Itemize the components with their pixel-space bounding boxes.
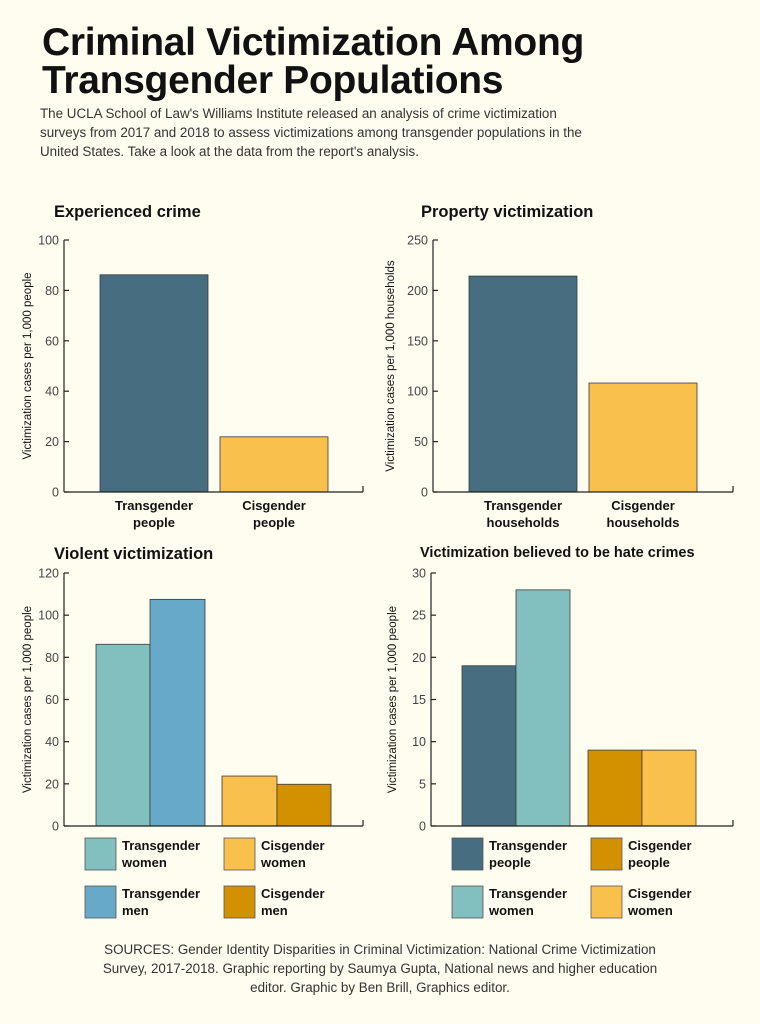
legend-label: Cisgender [261,838,325,853]
legend-label: people [489,855,531,870]
legend-label: women [260,855,306,870]
y-axis-label: Victimization cases per 1,000 people [387,606,399,793]
legend-label: women [627,903,673,918]
legend-swatch [451,885,484,919]
bar [588,382,698,493]
y-tick-label: 80 [45,651,59,665]
y-axis-label: Victimization cases per 1,000 households [385,260,397,472]
y-tick-label: 0 [421,486,428,500]
sources-line: SOURCES: Gender Identity Disparities in … [104,942,656,957]
legend-swatch [84,885,117,919]
legend-swatch [590,837,623,871]
y-tick-label: 10 [412,735,426,749]
bar [515,589,571,827]
title-line: Criminal Victimization Among [42,21,584,64]
bar [99,274,209,493]
y-tick-label: 0 [419,820,426,834]
y-tick-label: 30 [412,567,426,581]
legend-label: men [122,903,149,918]
x-tick-label: households [487,515,560,530]
y-axis-label: Victimization cases per 1,000 people [22,606,34,793]
bar [587,749,643,827]
legend-label: Transgender [122,886,200,901]
sources-line: editor. Graphic by Ben Brill, Graphics e… [250,980,510,995]
bar [219,436,329,493]
chart-title-hate-crimes: Victimization believed to be hate crimes [420,545,695,561]
legend-swatch [590,885,623,919]
subtitle-line: The UCLA School of Law's Williams Instit… [40,106,557,121]
legend-label: people [628,855,670,870]
chart-title-property-victimization: Property victimization [421,203,594,221]
bar [641,749,697,827]
y-tick-label: 250 [407,234,428,248]
x-tick-label: Cisgender [611,498,675,513]
bar [468,275,578,493]
y-tick-label: 5 [419,777,426,791]
bar [149,598,206,827]
bar [461,665,517,827]
legend-label: Transgender [122,838,200,853]
y-axis-label: Victimization cases per 1,000 people [22,272,34,459]
page-title: Criminal Victimization Among Transgender… [42,21,584,102]
y-tick-label: 20 [412,651,426,665]
y-tick-label: 60 [45,334,59,348]
x-tick-label: people [133,515,175,530]
legend-swatch [223,837,256,871]
legend-label: women [488,903,534,918]
y-tick-label: 50 [414,435,428,449]
legend-swatch [451,837,484,871]
chart-title-violent-victimization: Violent victimization [54,545,214,563]
legend-label: Transgender [489,886,567,901]
y-tick-label: 150 [407,334,428,348]
y-tick-label: 0 [52,486,59,500]
x-tick-label: people [253,515,295,530]
chart-title-experienced-crime: Experienced crime [54,203,201,221]
subtitle: The UCLA School of Law's Williams Instit… [40,104,582,161]
bar [95,643,151,827]
sources: SOURCES: Gender Identity Disparities in … [0,940,760,997]
y-tick-label: 0 [52,820,59,834]
subtitle-line: United States. Take a look at the data f… [40,144,419,159]
title-line: Transgender Populations [42,59,504,102]
legend-label: Cisgender [628,886,692,901]
x-tick-label: Cisgender [242,498,306,513]
y-tick-label: 40 [45,385,59,399]
legend-label: Cisgender [261,886,325,901]
y-tick-label: 20 [45,435,59,449]
y-tick-label: 60 [45,693,59,707]
bar [276,783,332,827]
legend-label: Cisgender [628,838,692,853]
y-tick-label: 100 [38,609,59,623]
bar [221,775,278,827]
legend-swatch [223,885,256,919]
x-tick-label: Transgender [115,498,193,513]
x-tick-label: Transgender [484,498,562,513]
y-tick-label: 20 [45,777,59,791]
sources-line: Survey, 2017-2018. Graphic reporting by … [102,961,658,976]
y-tick-label: 200 [407,284,428,298]
legend-label: women [121,855,167,870]
y-tick-label: 40 [45,735,59,749]
subtitle-line: surveys from 2017 and 2018 to assess vic… [40,125,582,140]
legend-label: men [261,903,288,918]
y-tick-label: 120 [38,567,59,581]
y-tick-label: 15 [412,693,426,707]
legend-label: Transgender [489,838,567,853]
y-tick-label: 100 [38,234,59,248]
y-tick-label: 100 [407,385,428,399]
y-tick-label: 25 [412,609,426,623]
y-tick-label: 80 [45,284,59,298]
x-tick-label: households [607,515,680,530]
legend-swatch [84,837,117,871]
